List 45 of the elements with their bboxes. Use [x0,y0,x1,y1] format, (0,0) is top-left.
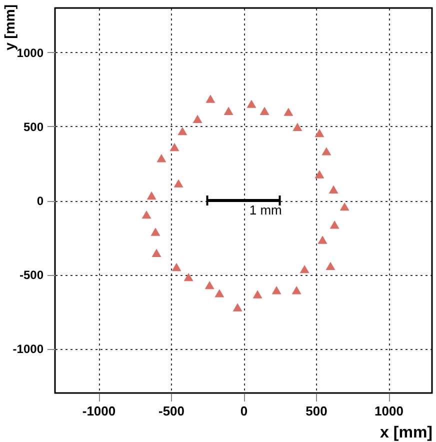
point [156,154,166,162]
point [178,126,188,136]
point [146,191,156,200]
point [252,290,262,298]
point [142,210,152,219]
point [300,264,310,274]
x-tick-label: 500 [306,404,328,418]
point [192,114,202,124]
y-axis-title: y [mm] [2,4,18,50]
point [330,220,340,229]
point [224,106,234,116]
x-tick-label: 1000 [374,404,404,418]
point [204,280,214,290]
point [328,185,338,194]
point [170,142,180,152]
y-tick-label: -1000 [12,342,44,356]
point [260,106,270,116]
point [174,179,184,188]
x-tick-label: -1000 [82,404,116,418]
point [206,94,216,103]
point [326,262,336,270]
point [322,147,332,156]
point [292,286,302,294]
point [314,128,324,138]
x-tick-label: -500 [158,404,185,418]
point [246,100,256,108]
point [284,108,294,116]
y-tick-label: 1000 [16,46,44,60]
point [184,272,194,282]
point [318,236,328,244]
point [314,170,324,178]
point [232,303,242,312]
point [214,289,224,298]
y-tick-label: -500 [19,268,44,282]
x-axis-title: x [mm] [380,424,432,442]
point [150,228,160,236]
point [340,202,350,211]
x-tick-label: 0 [240,404,248,418]
annotation: 1 mm [249,202,282,218]
point [152,248,162,258]
point [172,262,182,272]
y-tick-label: 500 [23,120,44,134]
y-tick-label: 0 [36,194,44,208]
point [292,122,302,132]
point [272,286,282,294]
